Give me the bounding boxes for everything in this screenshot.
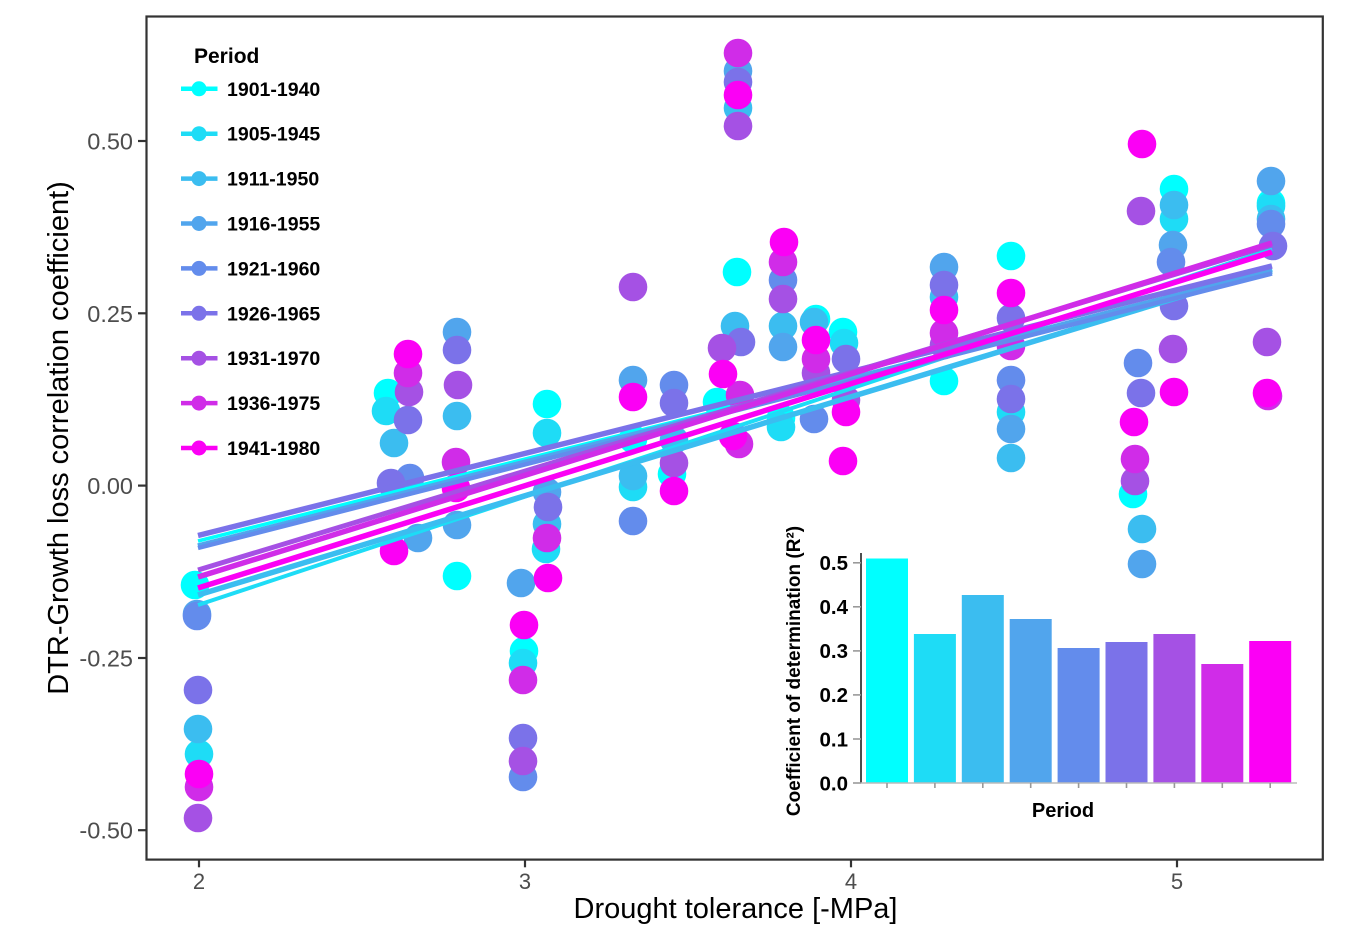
- svg-text:0.5: 0.5: [820, 552, 849, 575]
- svg-text:1901-1940: 1901-1940: [227, 79, 320, 101]
- svg-text:1921-1960: 1921-1960: [227, 258, 320, 280]
- svg-text:2: 2: [193, 869, 205, 894]
- svg-text:1926-1965: 1926-1965: [227, 303, 320, 325]
- svg-text:1936-1975: 1936-1975: [227, 393, 320, 415]
- svg-text:0.1: 0.1: [820, 728, 849, 751]
- svg-text:0.3: 0.3: [820, 640, 849, 663]
- svg-text:0.2: 0.2: [820, 684, 849, 707]
- svg-text:Period: Period: [194, 45, 259, 68]
- svg-text:Period: Period: [1032, 800, 1094, 822]
- svg-text:-0.50: -0.50: [79, 818, 133, 844]
- svg-text:0.4: 0.4: [820, 596, 849, 619]
- svg-text:Coefficient of determination (: Coefficient of determination (R²): [784, 526, 805, 816]
- svg-text:3: 3: [519, 869, 531, 894]
- svg-text:1931-1970: 1931-1970: [227, 348, 320, 370]
- svg-text:4: 4: [845, 869, 857, 894]
- svg-text:0.00: 0.00: [87, 473, 133, 499]
- svg-text:5: 5: [1171, 869, 1183, 894]
- svg-text:-0.25: -0.25: [79, 646, 133, 672]
- svg-text:1916-1955: 1916-1955: [227, 214, 320, 236]
- svg-text:1905-1945: 1905-1945: [227, 124, 320, 146]
- svg-text:0.25: 0.25: [87, 301, 133, 327]
- svg-text:0.50: 0.50: [87, 129, 133, 155]
- svg-text:1911-1950: 1911-1950: [227, 169, 319, 191]
- svg-text:DTR-Growth loss correlation co: DTR-Growth loss correlation coefficient): [43, 181, 75, 695]
- svg-text:0.0: 0.0: [820, 772, 849, 795]
- svg-text:1941-1980: 1941-1980: [227, 438, 320, 460]
- svg-text:Drought tolerance [-MPa]: Drought tolerance [-MPa]: [574, 893, 898, 925]
